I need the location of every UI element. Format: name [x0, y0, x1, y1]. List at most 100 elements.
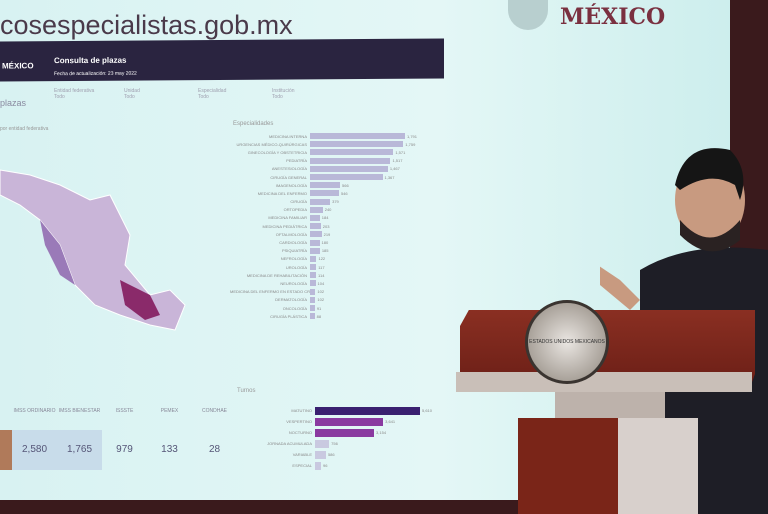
specialty-bar: [310, 264, 317, 271]
specialty-row[interactable]: CIRUGÍA GENERAL 1,367: [230, 173, 430, 181]
turno-value: 96: [323, 463, 328, 468]
specialty-label: ORTOPEDIA: [283, 207, 307, 213]
specialty-label: ANESTESIOLOGÍA: [271, 166, 307, 172]
specialty-row[interactable]: DERMATOLOGÍA 102: [230, 296, 430, 304]
specialty-value: 1,367: [384, 174, 395, 180]
specialty-row[interactable]: UROLOGÍA 117: [230, 263, 430, 271]
turno-label: VARIABLE: [292, 452, 312, 457]
specialty-label: PSIQUIATRÍA: [281, 248, 307, 254]
specialty-bar: [310, 239, 320, 246]
turno-row[interactable]: VESPERTINO 3,641: [235, 416, 435, 427]
turnos-title: Turnos: [237, 388, 256, 394]
specialty-row[interactable]: OFTALMOLOGÍA 219: [230, 230, 430, 238]
specialty-bar: [310, 272, 317, 279]
specialty-bar: [310, 280, 316, 287]
specialty-row[interactable]: MEDICINA FAMILIAR 184: [230, 214, 430, 222]
turno-row[interactable]: ESPECIAL 96: [235, 460, 435, 471]
institution-label: ISSSTE: [115, 408, 134, 414]
specialty-bar: [310, 198, 331, 205]
specialty-value: 1,571: [395, 149, 406, 155]
specialty-row[interactable]: ONCOLOGÍA 91: [230, 304, 430, 312]
specialty-value: 185: [321, 248, 329, 254]
turno-bar: [315, 461, 321, 470]
specialty-label: MEDICINA DEL ENFERMO EN ESTADO CRÍTICO: [230, 289, 310, 295]
specialty-row[interactable]: GINECOLOGÍA Y OBSTETRICIA 1,571: [230, 148, 430, 156]
specialty-bar: [310, 141, 404, 148]
specialty-bar: [310, 223, 321, 230]
specialties-chart: MEDICINA INTERNA 1,791 URGENCIAS MÉDICO-QU…: [230, 132, 430, 320]
turno-row[interactable]: JORNADA ACUMULADA 756: [235, 438, 435, 449]
filter-unidad[interactable]: Unidad Todo: [124, 88, 140, 100]
specialty-bar: [310, 165, 388, 172]
banner-subtitle: Fecha de actualización: 23 may 2022: [54, 70, 137, 78]
specialty-row[interactable]: NEUROLOGÍA 104: [230, 279, 430, 287]
specialty-row[interactable]: IMAGENOLOGÍA 566: [230, 181, 430, 189]
specialty-row[interactable]: MEDICINA INTERNA 1,791: [230, 132, 430, 140]
turno-row[interactable]: MATUTINO 5,610: [235, 405, 435, 416]
institution-cell[interactable]: CONDHAE 28: [192, 400, 237, 470]
specialty-bar: [310, 313, 315, 320]
specialty-value: 1,467: [389, 166, 400, 172]
specialty-value: 184: [321, 215, 329, 221]
specialty-row[interactable]: ORTOPEDIA 240: [230, 206, 430, 214]
specialty-bar: [310, 206, 323, 213]
filter-entidad[interactable]: Entidad federativa Todo: [54, 88, 95, 100]
turno-bar: [315, 406, 420, 415]
specialty-row[interactable]: URGENCIAS MÉDICO-QUIRÚRGICAS 1,759: [230, 140, 430, 148]
specialty-bar: [310, 305, 315, 312]
map-shape: [0, 169, 186, 331]
specialty-row[interactable]: CARDIOLOGÍA 180: [230, 238, 430, 246]
podium-ledge: [456, 372, 752, 392]
institution-cell[interactable]: IMSS ORDINARIO 2,580: [12, 400, 57, 470]
specialty-label: MEDICINA DEL ENFERMO: [257, 190, 307, 196]
specialty-row[interactable]: MEDICINA PEDIÁTRICA 203: [230, 222, 430, 230]
filter-institucion[interactable]: Institución Todo: [272, 88, 295, 100]
institution-value: 2,580: [12, 430, 57, 470]
projection-screen: cosespecialistas.gob.mx MÉXICO MÉXICO Co…: [0, 0, 730, 500]
specialty-bar: [310, 247, 320, 254]
turno-row[interactable]: VARIABLE 586: [235, 449, 435, 460]
specialty-row[interactable]: PEDIATRÍA 1,517: [230, 157, 430, 165]
specialty-row[interactable]: MEDICINA DEL ENFERMO EN ESTADO CRÍTICO 10…: [230, 288, 430, 296]
institution-value: 133: [161, 444, 178, 455]
specialty-row[interactable]: MEDICINA DEL ENFERMO 546: [230, 189, 430, 197]
specialty-label: GINECOLOGÍA Y OBSTETRICIA: [247, 149, 307, 155]
specialty-row[interactable]: CIRUGÍA PLÁSTICA 88: [230, 312, 430, 320]
turno-label: MATUTINO: [291, 408, 312, 413]
institution-cell[interactable]: IMSS BIENESTAR 1,765: [57, 400, 102, 470]
specialty-label: URGENCIAS MÉDICO-QUIRÚRGICAS: [236, 141, 307, 147]
specialty-bar: [310, 288, 316, 295]
turno-label: NOCTURNO: [288, 430, 312, 435]
turno-value: 3,154: [376, 430, 387, 435]
specialties-title: Especialidades: [233, 121, 274, 127]
podium-neck: [555, 392, 665, 422]
mexico-map[interactable]: [0, 165, 215, 345]
specialty-bar: [310, 149, 394, 156]
institution-cell[interactable]: PEMEX 133: [147, 400, 192, 470]
government-seal-icon: [508, 0, 548, 30]
turno-row[interactable]: NOCTURNO 3,154: [235, 427, 435, 438]
specialty-value: 114: [318, 272, 325, 278]
institution-value: 979: [116, 444, 133, 455]
specialty-row[interactable]: ANESTESIOLOGÍA 1,467: [230, 165, 430, 173]
institution-label: IMSS BIENESTAR: [58, 408, 101, 414]
turno-bar: [315, 428, 375, 437]
specialty-row[interactable]: NEFROLOGÍA 122: [230, 255, 430, 263]
institution-cell[interactable]: ISSSTE 979: [102, 400, 147, 470]
specialty-label: NEUROLOGÍA: [280, 280, 307, 286]
specialty-value: 102: [317, 289, 325, 295]
specialty-row[interactable]: PSIQUIATRÍA 185: [230, 247, 430, 255]
specialty-value: 91: [316, 305, 322, 311]
turno-bar: [315, 450, 326, 459]
specialty-row[interactable]: MEDICINA DE REHABILITACIÓN 114: [230, 271, 430, 279]
national-seal-icon: ESTADOS UNIDOS MEXICANOS: [525, 300, 609, 384]
specialty-value: 180: [321, 240, 329, 246]
specialty-value: 102: [317, 297, 325, 303]
specialty-bar: [310, 190, 339, 197]
specialty-label: MEDICINA FAMILIAR: [268, 215, 307, 221]
specialty-label: DERMATOLOGÍA: [275, 297, 307, 303]
turno-label: ESPECIAL: [292, 463, 312, 468]
filter-especialidad[interactable]: Especialidad Todo: [198, 88, 227, 100]
specialty-row[interactable]: CIRUGÍA 379: [230, 198, 430, 206]
turno-value: 756: [331, 441, 338, 446]
